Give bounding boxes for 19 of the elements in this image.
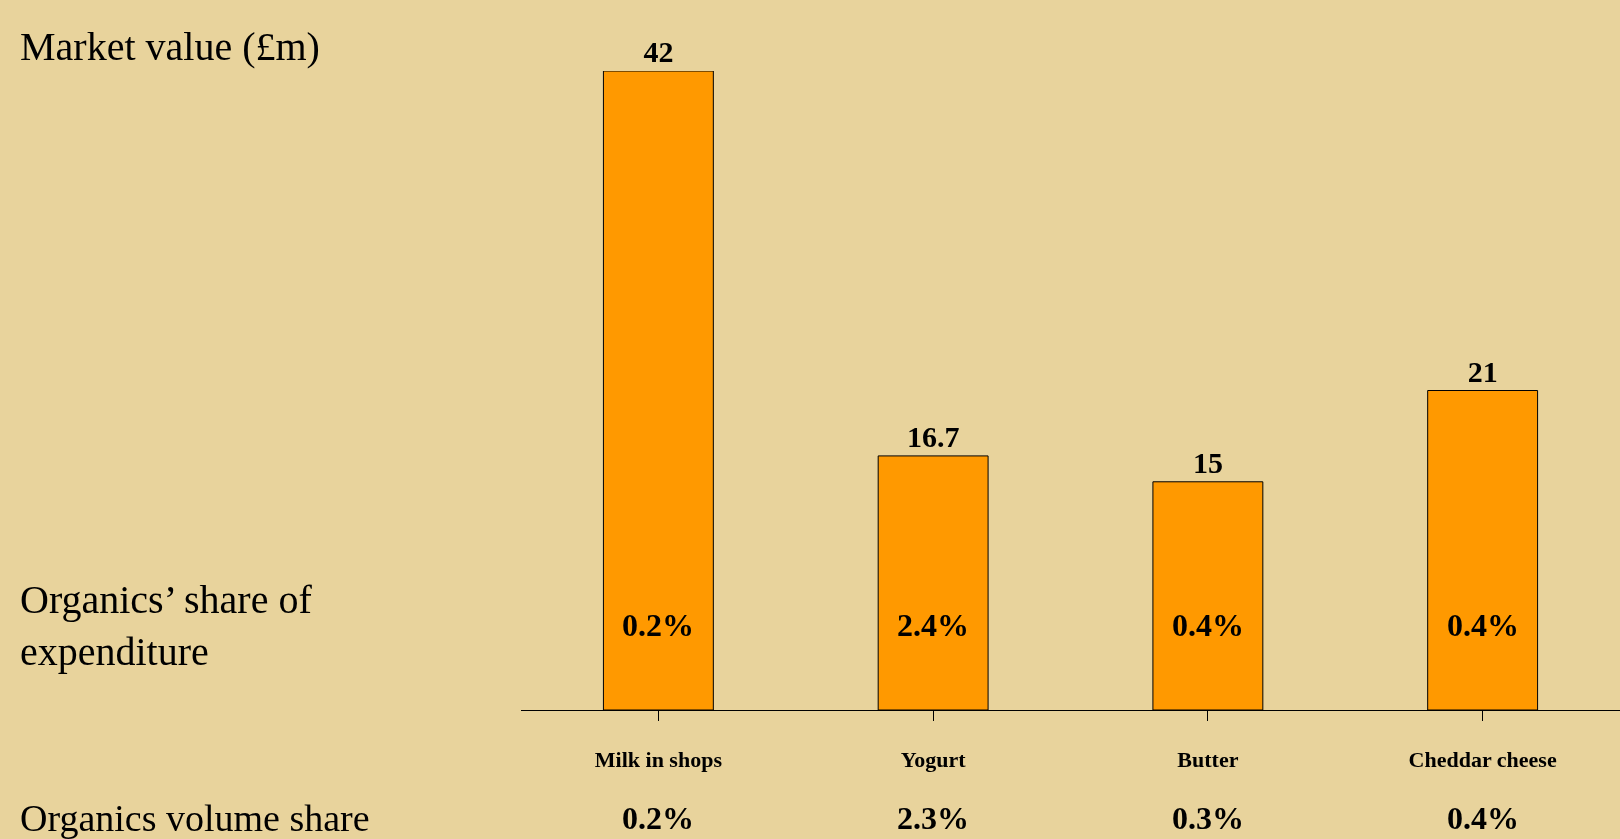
annotation: 0.4% — [1172, 607, 1244, 643]
text: 0.4% — [1447, 800, 1519, 836]
text: 2.3% — [897, 800, 969, 836]
annotation: 0.4% — [1447, 607, 1519, 643]
data-label: 21 — [1467, 354, 1498, 388]
text: 0.3% — [1172, 800, 1244, 836]
data-label: 42 — [643, 35, 674, 68]
x-tick-label: Yogurt — [900, 747, 967, 773]
text: Market value (£m) — [20, 24, 320, 69]
x-tick-label: Butter — [1177, 747, 1239, 773]
text: 0.2% — [622, 800, 694, 836]
data-label: 15 — [1192, 445, 1223, 479]
x-tick-label: Milk in shops — [594, 747, 723, 773]
text: Organics’ share of expenditure — [20, 577, 313, 674]
data-label: 16.7 — [906, 419, 960, 453]
x-tick-label: Cheddar cheese — [1408, 747, 1557, 773]
text: Organics volume share — [20, 797, 370, 839]
annotation: 0.2% — [622, 607, 694, 643]
annotation: 2.4% — [897, 607, 969, 643]
